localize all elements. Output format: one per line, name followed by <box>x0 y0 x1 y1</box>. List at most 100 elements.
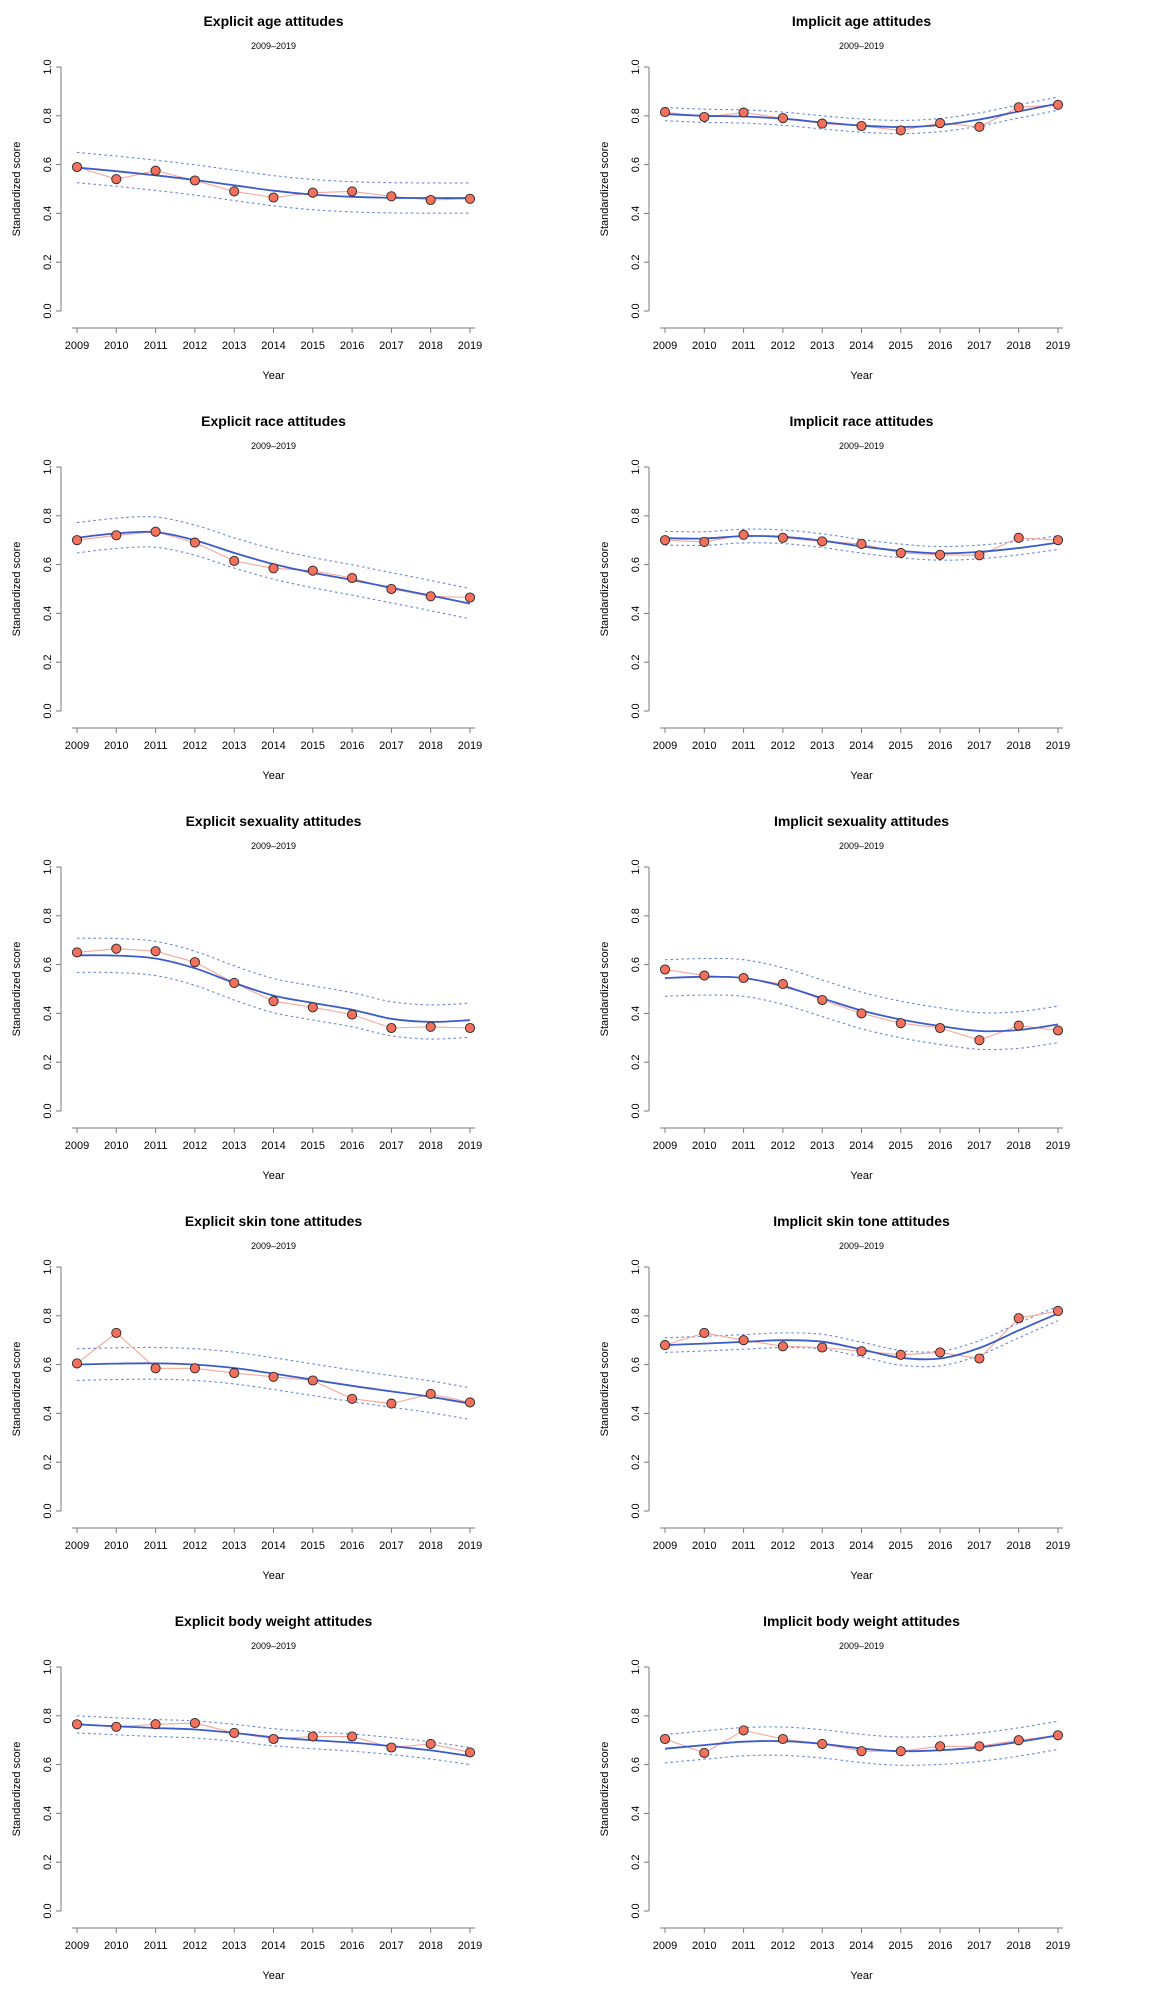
chart-subtitle: 2009–2019 <box>251 841 296 851</box>
y-tick-label: 0.2 <box>630 1455 642 1470</box>
x-axis-title: Year <box>850 1570 873 1582</box>
observed-data-line <box>76 1332 471 1405</box>
x-tick-label: 2009 <box>65 1140 89 1152</box>
chart-title: Implicit body weight attitudes <box>763 1613 960 1629</box>
x-tick-label: 2016 <box>928 1540 952 1552</box>
data-point <box>738 107 749 118</box>
confidence-band-lower <box>664 109 1059 135</box>
data-point <box>111 174 122 185</box>
chart-subtitle: 2009–2019 <box>251 41 296 51</box>
data-point <box>817 994 828 1006</box>
data-point <box>425 194 436 206</box>
x-axis-title: Year <box>262 1970 285 1982</box>
chart-panel-implicit-sexuality-attitudes: Implicit sexuality attitudes 2009–2019 0.0… <box>588 800 1176 1200</box>
data-point <box>464 1397 476 1408</box>
data-point <box>1013 1313 1024 1324</box>
x-axis: 2009 2010 2011 2012 2013 2014 2015 2016 2017 2018… <box>65 1527 482 1552</box>
x-tick-label: 2013 <box>810 340 834 352</box>
data-point <box>777 532 788 543</box>
x-tick-label: 2014 <box>261 1540 285 1552</box>
y-tick-label: 1.0 <box>42 59 54 74</box>
y-tick-label: 0.0 <box>630 1503 642 1518</box>
y-tick-label: 1.0 <box>630 59 642 74</box>
confidence-band-lower <box>664 1748 1059 1766</box>
data-point <box>464 193 476 204</box>
x-tick-label: 2012 <box>771 340 795 352</box>
x-tick-label: 2011 <box>732 1540 756 1552</box>
confidence-band-lower <box>76 1732 471 1766</box>
data-point <box>111 1721 122 1732</box>
data-point <box>268 192 279 203</box>
data-point <box>935 1741 946 1752</box>
x-axis-title: Year <box>850 370 873 382</box>
data-point <box>856 1008 867 1019</box>
data-point <box>268 1733 279 1745</box>
data-points <box>71 943 476 1034</box>
y-tick-label: 0.0 <box>42 703 54 718</box>
data-point <box>699 970 710 981</box>
x-tick-label: 2011 <box>144 340 168 352</box>
y-tick-label: 0.4 <box>42 1006 54 1021</box>
data-point <box>817 536 828 547</box>
x-tick-label: 2011 <box>144 740 168 752</box>
data-points <box>71 1327 476 1409</box>
y-axis-title: Standardized score <box>11 1342 23 1437</box>
data-point <box>856 538 867 549</box>
y-tick-label: 0.2 <box>42 255 54 270</box>
data-point <box>1013 102 1024 113</box>
data-points <box>659 1305 1064 1364</box>
y-tick-label: 0.6 <box>42 157 54 172</box>
chart-explicit-race-attitudes: Explicit race attitudes2009–20190.00.20.… <box>11 413 482 782</box>
x-tick-label: 2013 <box>222 340 246 352</box>
chart-subtitle: 2009–2019 <box>839 41 884 51</box>
data-point <box>856 1346 867 1357</box>
data-point <box>307 1002 318 1013</box>
y-axis-title: Standardized score <box>11 542 23 637</box>
data-point <box>425 591 436 602</box>
x-tick-label: 2016 <box>928 1940 952 1952</box>
data-point <box>347 572 358 584</box>
x-tick-label: 2017 <box>967 340 991 352</box>
data-point <box>464 1022 476 1034</box>
y-axis: 0.0 0.2 0.4 0.6 0.8 1.0 <box>42 1259 62 1519</box>
data-point <box>71 161 83 173</box>
data-point <box>856 120 867 132</box>
data-point <box>777 113 788 124</box>
x-tick-label: 2015 <box>301 740 325 752</box>
data-points <box>71 526 476 603</box>
confidence-band-upper <box>76 1715 471 1749</box>
data-point <box>347 1009 358 1020</box>
data-point <box>268 1371 279 1382</box>
y-tick-label: 0.0 <box>630 703 642 718</box>
data-point <box>111 1327 122 1338</box>
x-tick-label: 2012 <box>183 340 207 352</box>
y-axis: 0.0 0.2 0.4 0.6 0.8 1.0 <box>630 459 650 719</box>
x-axis: 2009 2010 2011 2012 2013 2014 2015 2016 2017 2018… <box>653 1527 1070 1552</box>
data-point <box>777 979 788 990</box>
x-axis: 2009 2010 2011 2012 2013 2014 2015 2016 2017 2018… <box>653 727 1070 752</box>
chart-title: Explicit age attitudes <box>203 13 343 29</box>
confidence-band-lower <box>76 1378 471 1421</box>
data-point <box>307 1731 318 1742</box>
confidence-band-lower <box>664 994 1059 1051</box>
y-tick-label: 0.0 <box>42 303 54 318</box>
data-point <box>974 121 985 132</box>
x-tick-label: 2013 <box>810 1940 834 1952</box>
y-tick-label: 0.6 <box>630 957 642 972</box>
x-tick-label: 2015 <box>889 1940 913 1952</box>
data-point <box>229 977 240 988</box>
x-tick-label: 2018 <box>1006 340 1030 352</box>
chart-subtitle: 2009–2019 <box>839 1641 884 1651</box>
x-tick-label: 2010 <box>104 1140 128 1152</box>
confidence-band-lower <box>664 1320 1059 1368</box>
x-tick-label: 2013 <box>810 1140 834 1152</box>
data-point <box>659 107 671 118</box>
x-tick-label: 2010 <box>104 740 128 752</box>
chart-implicit-age-attitudes: Implicit age attitudes 2009–2019 0.0 0.2 0.4… <box>599 13 1070 382</box>
y-tick-label: 0.8 <box>42 508 54 523</box>
chart-title: Explicit sexuality attitudes <box>186 813 362 829</box>
data-point <box>974 1741 985 1752</box>
data-point <box>71 947 83 958</box>
x-tick-label: 2013 <box>222 1940 246 1952</box>
x-tick-label: 2019 <box>458 1940 482 1952</box>
